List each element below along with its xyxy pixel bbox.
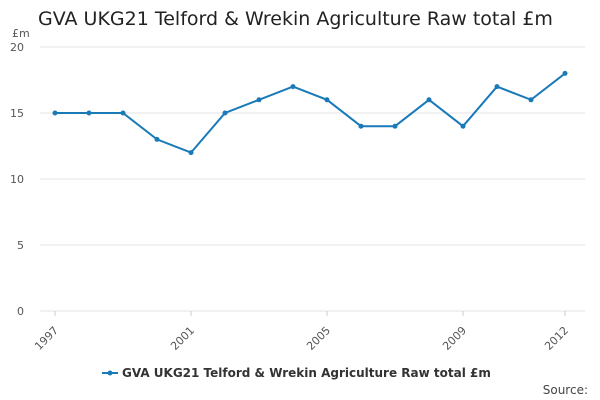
data-point [86, 110, 92, 116]
chart-title: GVA UKG21 Telford & Wrekin Agriculture R… [38, 8, 553, 30]
data-point [256, 97, 262, 103]
data-point [154, 136, 160, 142]
y-axis-label: £m [12, 27, 30, 40]
x-tick-label: 2009 [440, 324, 469, 353]
legend-label: GVA UKG21 Telford & Wrekin Agriculture R… [122, 366, 491, 380]
data-point [494, 84, 500, 90]
x-tick-label: 2001 [168, 324, 197, 353]
data-point [426, 97, 432, 103]
data-point [460, 123, 466, 129]
x-tick-label: 2012 [542, 324, 571, 353]
data-point [222, 110, 228, 116]
data-point [290, 84, 296, 90]
y-tick-label: 10 [10, 173, 24, 186]
x-tick-label: 1997 [32, 324, 61, 353]
data-point [120, 110, 126, 116]
x-tick-label: 2005 [304, 324, 333, 353]
legend-marker [107, 370, 113, 376]
y-tick-label: 5 [17, 239, 24, 252]
series-line [55, 72, 566, 154]
data-point [188, 150, 194, 156]
y-tick-label: 15 [10, 107, 24, 120]
source-label: Source: [543, 383, 588, 397]
data-point [358, 123, 364, 129]
y-tick-label: 0 [17, 305, 24, 318]
data-point [562, 70, 568, 76]
y-tick-label: 20 [10, 41, 24, 54]
data-point [528, 97, 534, 103]
data-point [52, 110, 58, 116]
data-point [392, 123, 398, 129]
data-point [324, 97, 330, 103]
